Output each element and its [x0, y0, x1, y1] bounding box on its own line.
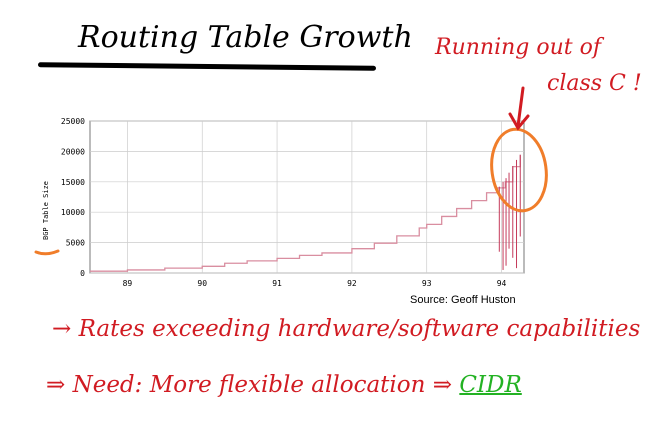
y-tick-label: 5000 — [66, 239, 85, 248]
plot-frame — [89, 120, 525, 274]
x-tick-label: 89 — [123, 279, 133, 288]
y-tick-label: 0 — [80, 269, 85, 278]
x-tick-label: 94 — [497, 279, 507, 288]
zero-tick-underline — [34, 249, 60, 256]
x-tick-label: 90 — [197, 279, 207, 288]
y-axis-label: BGP Table Size — [42, 181, 50, 240]
source-credit: Source: Geoff Huston — [410, 294, 516, 306]
y-tick-labels: 0 5000 10000 15000 20000 25000 — [61, 117, 85, 278]
x-tick-labels: 89 90 91 92 93 94 — [123, 279, 507, 288]
x-tick-label: 91 — [272, 279, 282, 288]
cidr-label: CIDR — [459, 372, 522, 398]
y-tick-label: 20000 — [61, 147, 85, 156]
bullet-need: ⇒ Need: More flexible allocation ⇒ CIDR — [46, 372, 522, 398]
highlight-circle — [490, 127, 548, 213]
annotation-line-2: class C ! — [547, 71, 642, 96]
y-tick-label: 25000 — [61, 117, 85, 126]
bullet-need-text: ⇒ Need: More flexible allocation ⇒ — [46, 372, 460, 398]
bullet-rates: → Rates exceeding hardware/software capa… — [52, 316, 641, 342]
annotation-line-1: Running out of — [435, 35, 601, 60]
y-tick-label: 15000 — [61, 178, 85, 187]
x-tick-label: 93 — [422, 279, 432, 288]
y-tick-label: 10000 — [61, 208, 85, 217]
grid-lines — [90, 120, 524, 274]
annotation-arrow — [508, 86, 530, 131]
data-spikes — [498, 155, 521, 270]
slide-title: Routing Table Growth — [78, 20, 413, 55]
x-tick-label: 92 — [347, 279, 357, 288]
bgp-table-chart: 0 5000 10000 15000 20000 25000 89 90 91 92 93 94 B… — [34, 86, 548, 288]
